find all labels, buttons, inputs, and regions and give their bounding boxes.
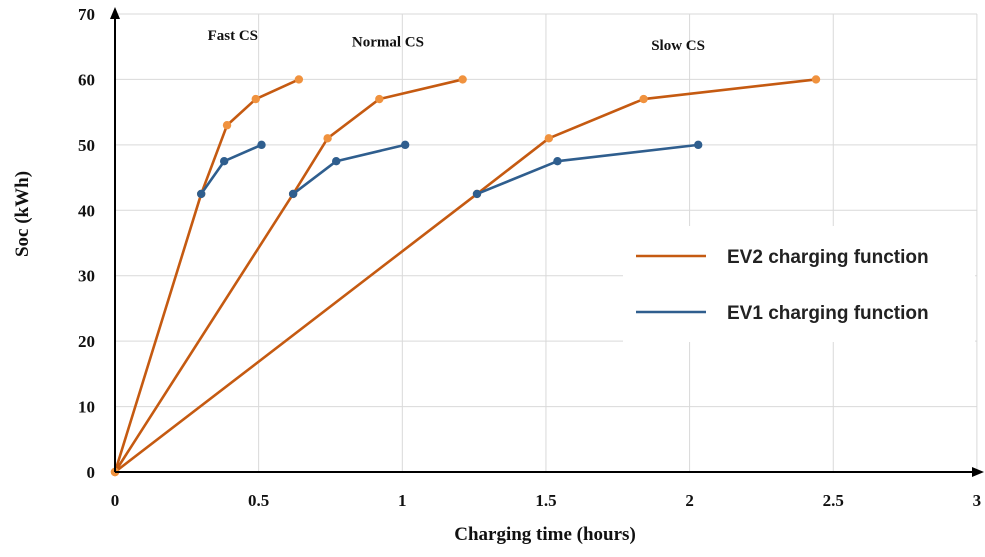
axes: 0 10 20 30 40 50 60 70 0 0.5 1 1.5 2 2.5 3 [78, 5, 984, 510]
data-point [219, 157, 229, 166]
data-point [400, 140, 410, 150]
x-tick-label: 2 [685, 491, 694, 510]
data-point [544, 134, 554, 143]
x-tick-label: 0 [111, 491, 120, 510]
data-point [196, 189, 206, 199]
series-ev1 [196, 140, 703, 199]
y-axis-arrow [110, 7, 120, 19]
x-tick-label: 2.5 [823, 491, 844, 510]
region-label: Normal CS [352, 35, 424, 51]
data-point [553, 157, 562, 166]
x-axis-arrow [972, 467, 984, 477]
y-tick-label: 50 [78, 136, 95, 155]
annotations: Fast CS Normal CS Slow CS [208, 28, 705, 54]
y-tick-label: 10 [78, 398, 95, 417]
y-tick-label: 30 [78, 267, 95, 286]
data-point [811, 75, 821, 84]
data-point [288, 189, 298, 199]
legend-label: EV2 charging function [727, 247, 929, 268]
x-tick-label: 3 [973, 491, 982, 510]
data-point [472, 189, 482, 199]
y-tick-label: 70 [78, 5, 95, 24]
data-point [458, 75, 467, 84]
legend: EV2 charging function EV1 charging functi… [623, 226, 975, 342]
y-tick-label: 40 [78, 201, 95, 220]
x-tick-label: 1.5 [535, 491, 556, 510]
y-tick-label: 20 [78, 332, 95, 351]
data-point [639, 94, 648, 104]
y-tick-label: 0 [87, 463, 96, 482]
region-label: Slow CS [651, 38, 705, 54]
data-point [222, 121, 232, 130]
data-point [694, 140, 703, 150]
data-point [257, 140, 266, 150]
data-point [375, 94, 384, 104]
legend-label: EV1 charging function [727, 303, 929, 324]
y-tick-label: 60 [78, 70, 95, 89]
grid [115, 13, 978, 472]
data-point [323, 134, 332, 143]
x-tick-label: 1 [398, 491, 407, 510]
y-axis-title: Soc (kWh) [12, 171, 33, 257]
series-ev2 [110, 75, 821, 477]
x-axis-title: Charging time (hours) [454, 524, 636, 545]
x-tick-label: 0.5 [248, 491, 269, 510]
data-point [294, 75, 304, 84]
data-point [251, 94, 260, 104]
plot-series [110, 75, 821, 477]
series-line [292, 143, 406, 195]
region-label: Fast CS [208, 28, 258, 44]
data-point [332, 157, 341, 166]
legend-box [623, 226, 975, 342]
